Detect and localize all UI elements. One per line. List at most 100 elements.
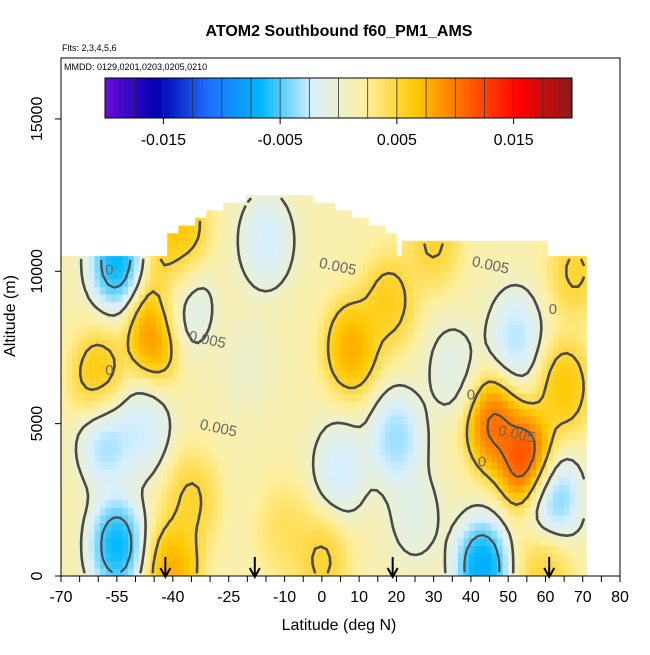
heatmap-cell <box>424 271 431 280</box>
heatmap-cell <box>105 545 112 554</box>
heatmap-cell <box>474 248 481 257</box>
heatmap-cell <box>452 438 459 447</box>
heatmap-cell <box>88 393 95 402</box>
heatmap-cell <box>418 507 425 516</box>
heatmap-cell <box>77 347 84 356</box>
heatmap-cell <box>306 385 313 394</box>
heatmap-cell <box>558 309 565 318</box>
heatmap-cell <box>474 377 481 386</box>
heatmap-cell <box>200 454 207 463</box>
heatmap-cell <box>200 423 207 432</box>
heatmap-cell <box>183 416 190 425</box>
heatmap-cell <box>318 248 325 257</box>
heatmap-cell <box>116 370 123 379</box>
heatmap-cell <box>306 446 313 455</box>
heatmap-cell <box>306 377 313 386</box>
heatmap-cell <box>195 324 202 333</box>
heatmap-cell <box>552 446 559 455</box>
colorbar-cell <box>189 78 195 118</box>
heatmap-cell <box>334 385 341 394</box>
heatmap-cell <box>513 256 520 265</box>
heatmap-cell <box>251 393 258 402</box>
heatmap-cell <box>452 408 459 417</box>
heatmap-cell <box>228 492 235 501</box>
heatmap-cell <box>195 225 202 234</box>
heatmap-cell <box>167 461 174 470</box>
heatmap-cell <box>368 377 375 386</box>
heatmap-cell <box>502 530 509 539</box>
heatmap-cell <box>172 271 179 280</box>
colorbar-cell <box>557 78 564 118</box>
heatmap-cell <box>379 248 386 257</box>
heatmap-cell <box>407 492 414 501</box>
heatmap-cell <box>122 278 129 287</box>
heatmap-cell <box>211 332 218 341</box>
heatmap-cell <box>541 263 548 272</box>
heatmap-cell <box>536 278 543 287</box>
heatmap-cell <box>457 362 464 371</box>
heatmap-cell <box>385 271 392 280</box>
heatmap-cell <box>183 339 190 348</box>
heatmap-cell <box>295 454 302 463</box>
heatmap-cell <box>469 294 476 303</box>
heatmap-cell <box>111 568 118 576</box>
heatmap-cell <box>547 408 554 417</box>
heatmap-cell <box>267 263 274 272</box>
flights-note: Flts: 2,3,4,5,6 <box>62 43 117 53</box>
heatmap-cell <box>88 507 95 516</box>
heatmap-cell <box>223 400 230 409</box>
heatmap-cell <box>66 301 73 310</box>
colorbar-cell <box>473 78 480 118</box>
heatmap-cell <box>262 454 269 463</box>
heatmap-cell <box>558 317 565 326</box>
heatmap-cell <box>66 370 73 379</box>
heatmap-cell <box>536 408 543 417</box>
heatmap-cell <box>290 400 297 409</box>
heatmap-cell <box>245 454 252 463</box>
heatmap-cell <box>211 568 218 576</box>
heatmap-cell <box>234 278 241 287</box>
heatmap-cell <box>206 484 213 493</box>
heatmap-cell <box>379 377 386 386</box>
heatmap-cell <box>357 347 364 356</box>
heatmap-cell <box>357 256 364 265</box>
heatmap-cell <box>407 560 414 569</box>
heatmap-cell <box>105 301 112 310</box>
heatmap-cell <box>284 195 291 204</box>
heatmap-cell <box>435 347 442 356</box>
heatmap-cell <box>133 515 140 524</box>
heatmap-cell <box>474 339 481 348</box>
heatmap-cell <box>429 355 436 364</box>
heatmap-cell <box>111 332 118 341</box>
heatmap-cell <box>323 271 330 280</box>
heatmap-cell <box>239 339 246 348</box>
heatmap-cell <box>513 476 520 485</box>
heatmap-cell <box>519 446 526 455</box>
heatmap-cell <box>569 484 576 493</box>
heatmap-cell <box>94 515 101 524</box>
heatmap-cell <box>435 469 442 478</box>
heatmap-cell <box>72 286 79 295</box>
heatmap-cell <box>116 278 123 287</box>
heatmap-cell <box>273 416 280 425</box>
heatmap-cell <box>206 530 213 539</box>
heatmap-cell <box>379 408 386 417</box>
heatmap-cell <box>100 423 107 432</box>
heatmap-cell <box>94 560 101 569</box>
heatmap-cell <box>161 461 168 470</box>
heatmap-cell <box>463 476 470 485</box>
heatmap-cell <box>234 332 241 341</box>
heatmap-cell <box>569 309 576 318</box>
heatmap-cell <box>228 568 235 576</box>
colorbar-cell <box>235 78 241 118</box>
heatmap-cell <box>156 332 163 341</box>
heatmap-cell <box>77 317 84 326</box>
heatmap-cell <box>385 476 392 485</box>
heatmap-cell <box>122 309 129 318</box>
heatmap-cell <box>122 355 129 364</box>
heatmap-cell <box>329 446 336 455</box>
heatmap-cell <box>318 332 325 341</box>
heatmap-cell <box>396 515 403 524</box>
heatmap-cell <box>485 263 492 272</box>
heatmap-cell <box>357 431 364 440</box>
